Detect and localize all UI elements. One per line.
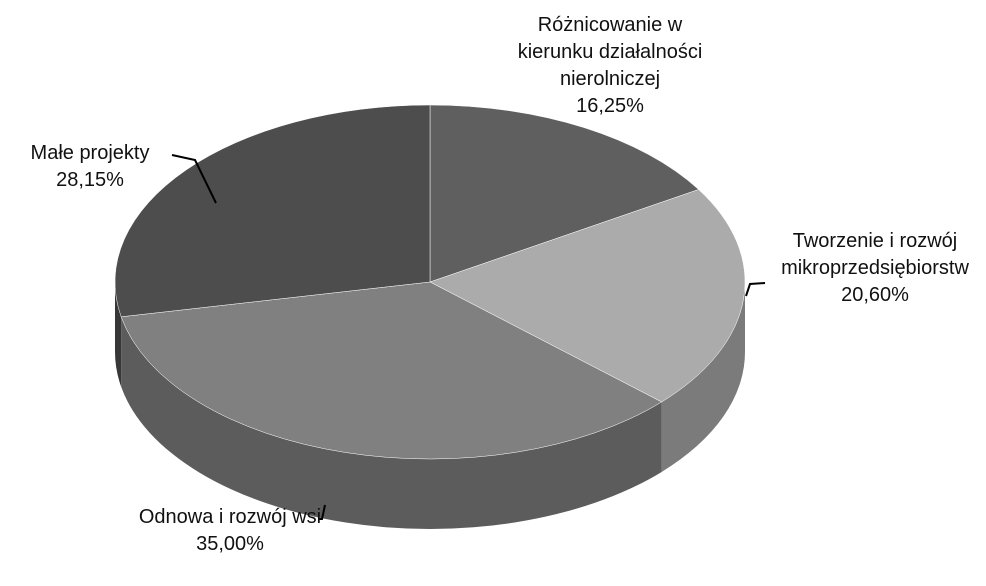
slice: [429, 104, 700, 283]
slice: [120, 281, 663, 460]
slice-label: Tworzenie i rozwój mikroprzedsiębiorstw …: [765, 228, 985, 309]
slice: [429, 189, 746, 403]
category-label: Odnowa i rozwój wsi: [138, 506, 322, 528]
category-label: Różnicowanie w kierunku działalności nie…: [517, 14, 703, 90]
leader-line: [318, 504, 326, 520]
pie-sides: [115, 282, 745, 529]
category-label: Małe projekty: [30, 142, 150, 164]
slice-side: [115, 282, 122, 387]
slice-side: [661, 282, 745, 472]
leader-line: [171, 154, 217, 204]
slice-label: Odnowa i rozwój wsi 35,00%: [130, 504, 330, 558]
pie-tops: [114, 104, 746, 460]
leader-line: [745, 282, 766, 297]
value-label: 35,00%: [196, 533, 264, 555]
slice-label: Różnicowanie w kierunku działalności nie…: [510, 12, 710, 120]
value-label: 20,60%: [841, 284, 909, 306]
category-label: Tworzenie i rozwój mikroprzedsiębiorstw: [781, 230, 969, 279]
value-label: 16,25%: [576, 95, 644, 117]
slice-label: Małe projekty 28,15%: [0, 140, 180, 194]
value-label: 28,15%: [56, 169, 124, 191]
slice-side: [121, 316, 662, 529]
slice: [114, 104, 431, 318]
